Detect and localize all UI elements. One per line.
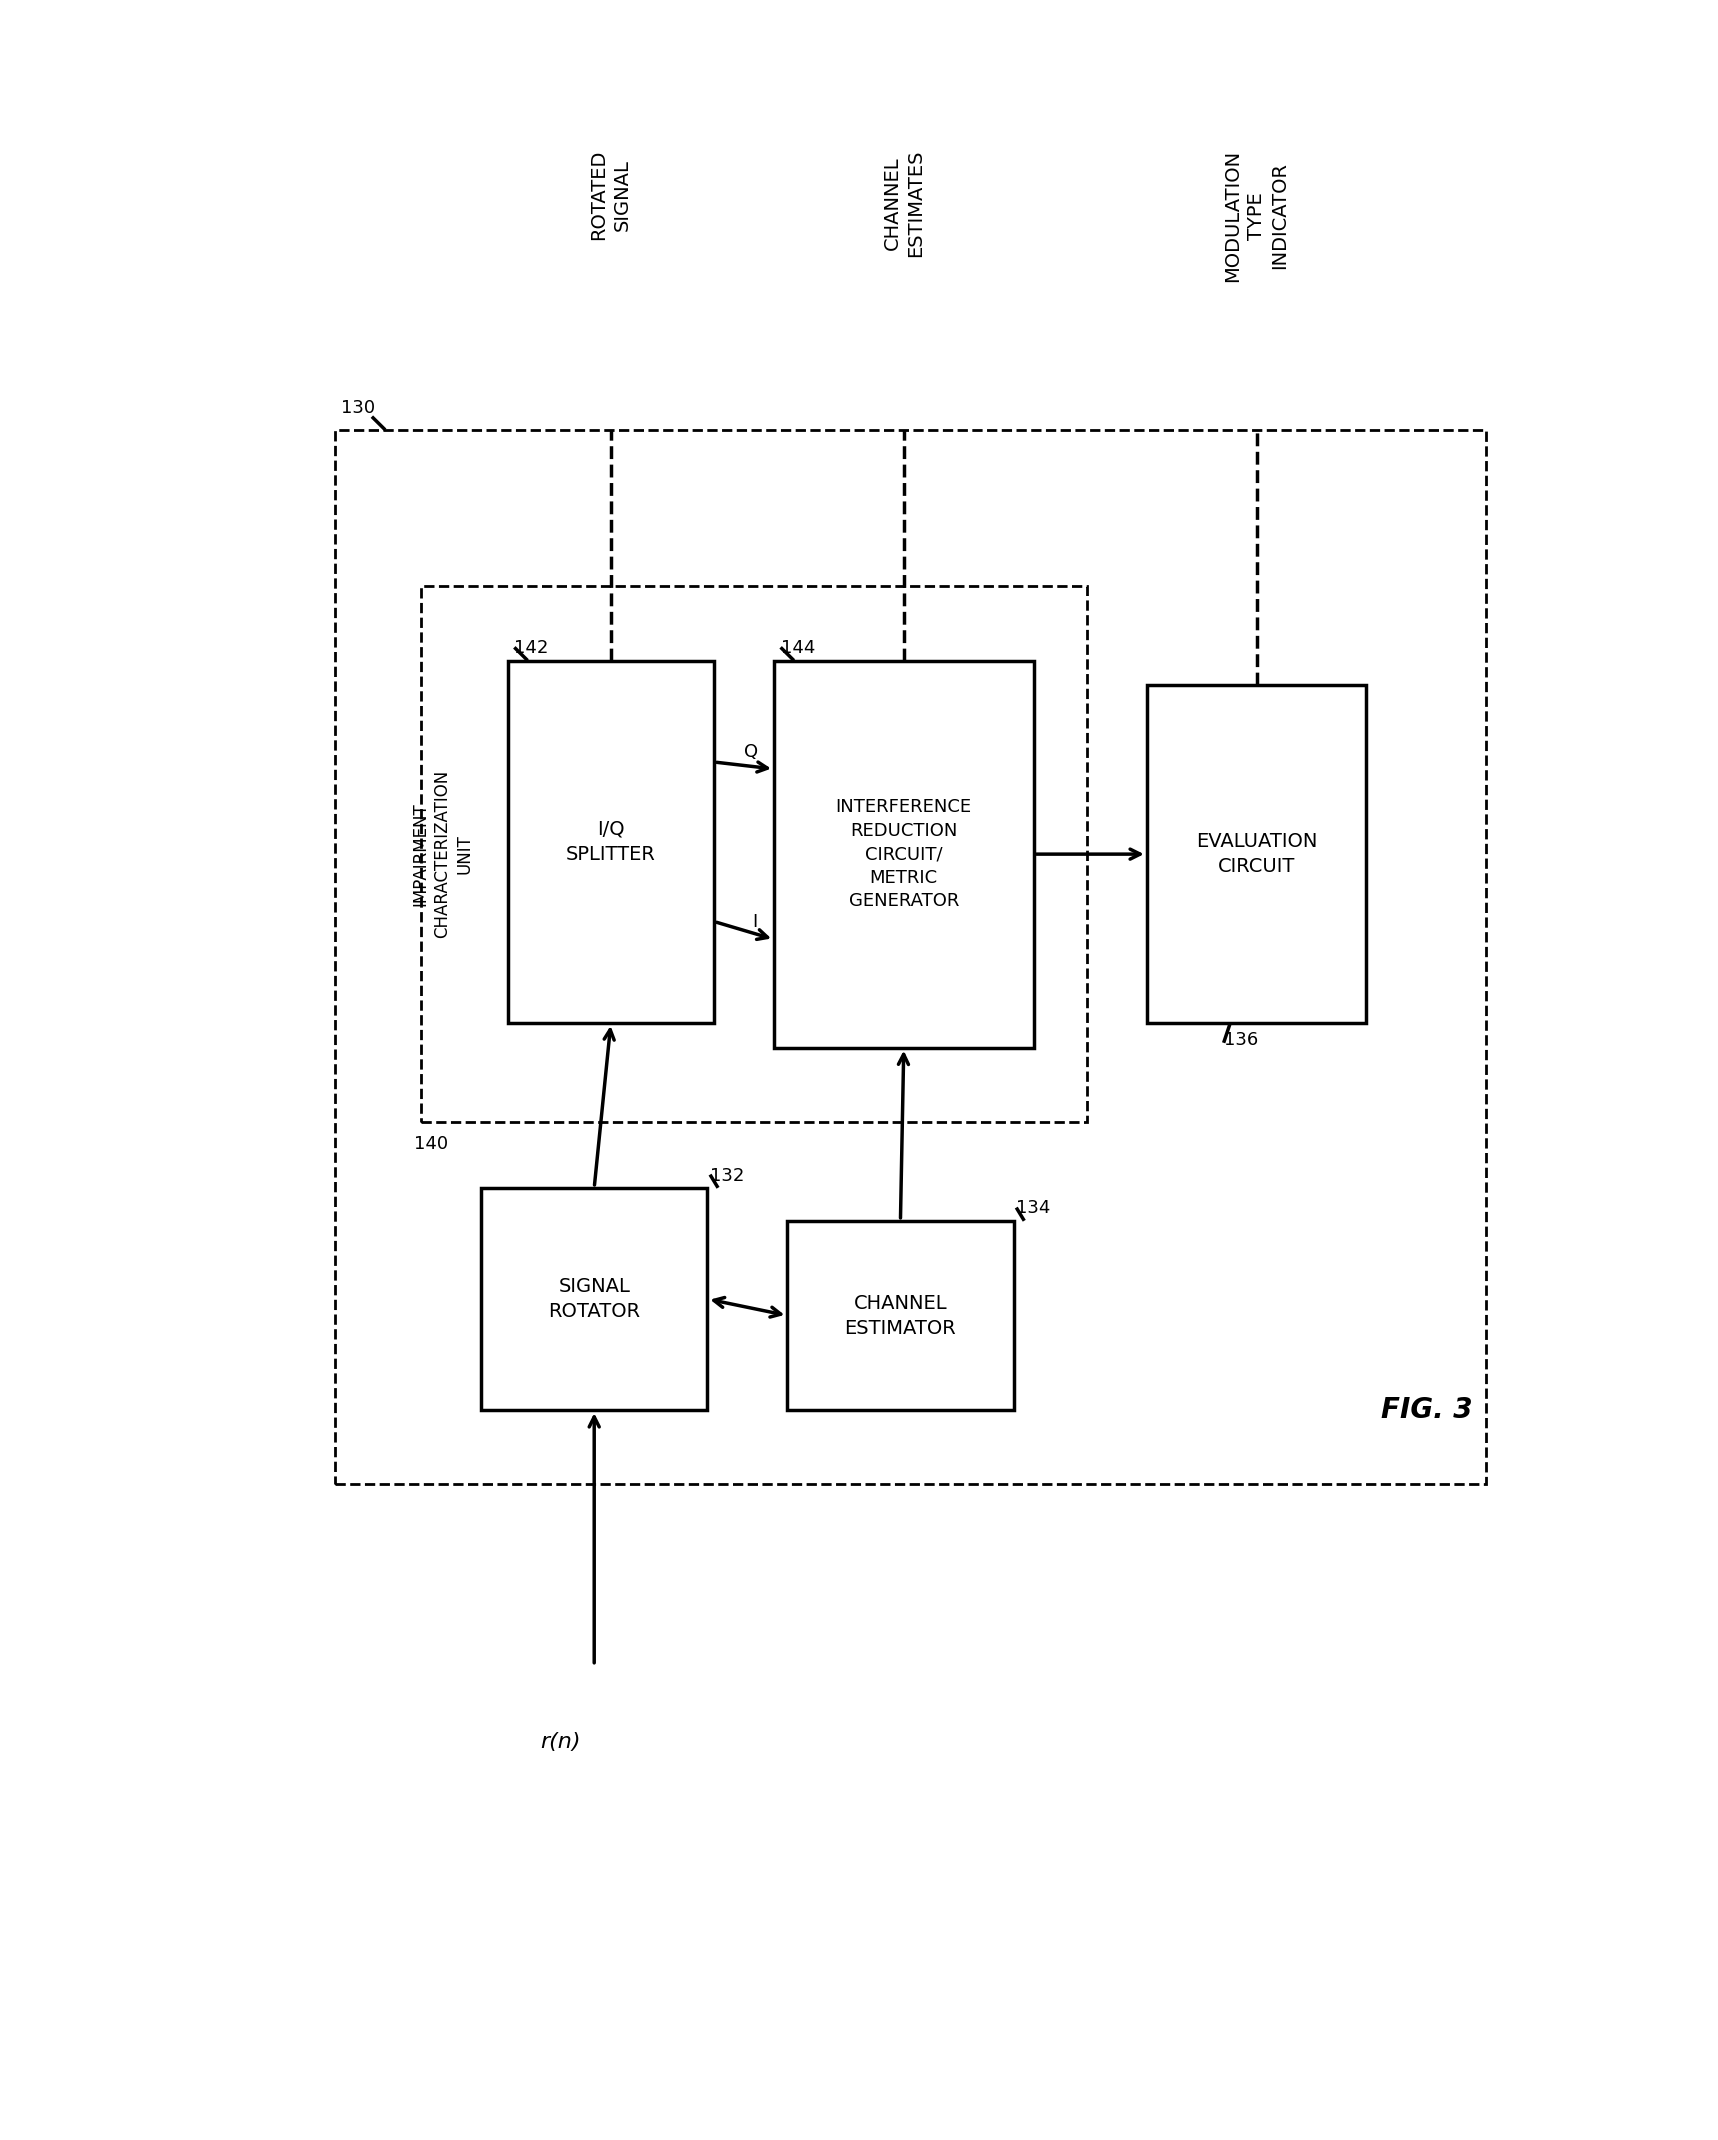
Text: 144: 144	[780, 640, 814, 657]
Text: EVALUATION
CIRCUIT: EVALUATION CIRCUIT	[1196, 832, 1318, 875]
Text: IMPAIRMENT
CHARACTERIZATION
UNIT: IMPAIRMENT CHARACTERIZATION UNIT	[411, 770, 474, 937]
Bar	[1146, 685, 1366, 1023]
Bar	[509, 661, 715, 1023]
Bar	[787, 1220, 1014, 1410]
Bar	[335, 430, 1486, 1485]
Text: FIG. 3: FIG. 3	[1381, 1395, 1472, 1425]
Text: Q: Q	[744, 743, 758, 760]
Text: 140: 140	[414, 1134, 448, 1153]
Text: 142: 142	[514, 640, 548, 657]
Text: r(n): r(n)	[541, 1731, 581, 1751]
Text: I: I	[752, 914, 758, 931]
Text: MODULATION
TYPE
INDICATOR: MODULATION TYPE INDICATOR	[1223, 150, 1290, 282]
Bar	[421, 586, 1087, 1121]
Text: INTERFERENCE
REDUCTION
CIRCUIT/
METRIC
GENERATOR: INTERFERENCE REDUCTION CIRCUIT/ METRIC G…	[835, 798, 972, 910]
Bar	[773, 661, 1034, 1049]
Text: 132: 132	[710, 1166, 744, 1186]
Text: I/Q
SPLITTER: I/Q SPLITTER	[565, 820, 656, 865]
Text: CHANNEL
ESTIMATOR: CHANNEL ESTIMATOR	[845, 1293, 957, 1338]
Text: 130: 130	[342, 398, 375, 417]
Text: 136: 136	[1223, 1031, 1258, 1049]
Text: ROTATED
SIGNAL: ROTATED SIGNAL	[589, 150, 632, 240]
Text: 134: 134	[1017, 1198, 1051, 1218]
Text: CHANNEL
ESTIMATES: CHANNEL ESTIMATES	[883, 150, 924, 257]
Text: SIGNAL
ROTATOR: SIGNAL ROTATOR	[548, 1278, 641, 1320]
Bar	[481, 1188, 708, 1410]
